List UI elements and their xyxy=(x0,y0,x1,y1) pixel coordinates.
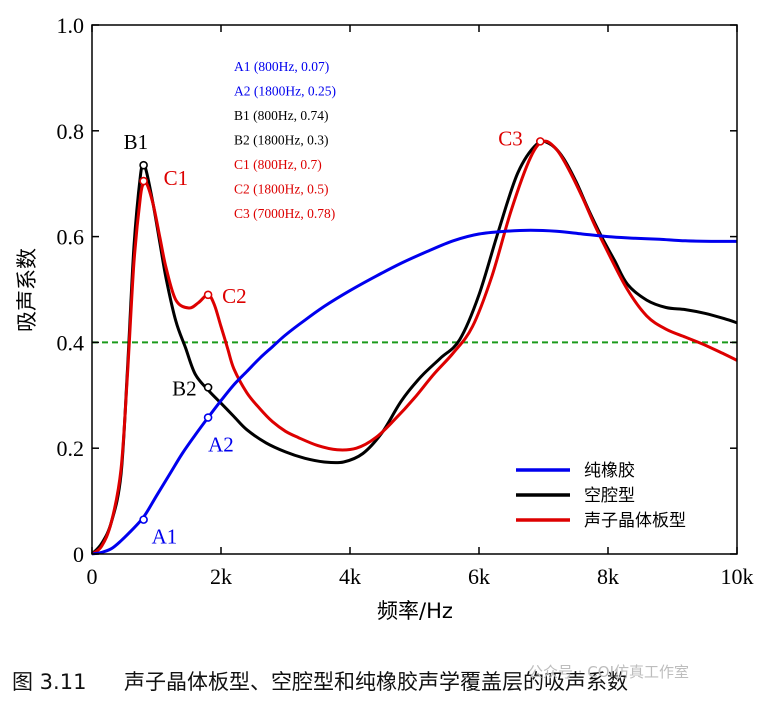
annotation-text: C3 (7000Hz, 0.78) xyxy=(234,206,335,221)
y-tick-label: 1.0 xyxy=(57,13,85,38)
annotation-text: A1 (800Hz, 0.07) xyxy=(234,59,329,74)
plot-area: 0 2k 4k 6k 8k 10k 0 0.2 0.4 0.6 0.8 1.0 A1 A2 B1 B2 C1 C2… xyxy=(57,13,754,589)
annotation-text: C1 (800Hz, 0.7) xyxy=(234,157,322,172)
legend-label-2: 声子晶体板型 xyxy=(584,511,686,531)
figure-caption: 图 3.11 声子晶体板型、空腔型和纯橡胶声学覆盖层的吸声系数 xyxy=(12,666,772,698)
legend-label-0: 纯橡胶 xyxy=(584,461,635,481)
x-tick-label: 4k xyxy=(339,564,361,589)
x-tick-label: 2k xyxy=(210,564,232,589)
series-line-1 xyxy=(90,139,738,556)
legend-label-1: 空腔型 xyxy=(584,486,635,506)
marker-b2 xyxy=(203,383,213,392)
annotation-text: C2 (1800Hz, 0.5) xyxy=(234,182,329,197)
y-tick-label: 0.2 xyxy=(57,436,85,461)
point-label-b2: B2 xyxy=(172,376,197,400)
x-axis-title: 频率/Hz xyxy=(377,599,453,623)
watermark-text: 公众号 · COI仿真工作室 xyxy=(528,663,690,681)
x-tick-label: 10k xyxy=(721,564,754,589)
series-line-0 xyxy=(91,228,737,556)
point-label-c1: C1 xyxy=(164,166,189,190)
x-tick-label: 0 xyxy=(87,564,98,589)
annotation-text: A2 (1800Hz, 0.25) xyxy=(234,84,336,99)
series-line-2 xyxy=(91,139,738,556)
y-tick-label: 0 xyxy=(73,542,84,567)
x-tick-label: 6k xyxy=(468,564,490,589)
marker-c3 xyxy=(535,137,545,146)
point-label-c2: C2 xyxy=(222,284,247,308)
point-label-a2: A2 xyxy=(208,433,234,457)
marker-c2 xyxy=(203,290,213,300)
point-label-a1: A1 xyxy=(152,525,178,549)
caption-text: 声子晶体板型、空腔型和纯橡胶声学覆盖层的吸声系数 xyxy=(124,670,628,694)
y-tick-label: 0.8 xyxy=(57,119,85,144)
caption-number: 图 3.11 xyxy=(12,670,87,694)
x-tick-label: 8k xyxy=(597,564,619,589)
point-label-c3: C3 xyxy=(498,126,523,150)
annotation-text: B2 (1800Hz, 0.3) xyxy=(234,133,329,148)
annotation-text: B1 (800Hz, 0.74) xyxy=(234,108,329,123)
marker-b1 xyxy=(139,160,148,170)
point-label-b1: B1 xyxy=(124,130,149,154)
y-tick-label: 0.6 xyxy=(57,225,85,250)
plot-frame xyxy=(91,24,738,555)
marker-a2 xyxy=(203,413,213,422)
absorption-chart: 0 2k 4k 6k 8k 10k 0 0.2 0.4 0.6 0.8 1.0 A1 A2 B1 B2 C1 C2… xyxy=(15,13,754,623)
y-tick-label: 0.4 xyxy=(57,330,85,355)
marker-a1 xyxy=(139,515,148,524)
marker-c1 xyxy=(139,176,148,186)
y-axis-title: 吸声系数 xyxy=(15,248,39,332)
